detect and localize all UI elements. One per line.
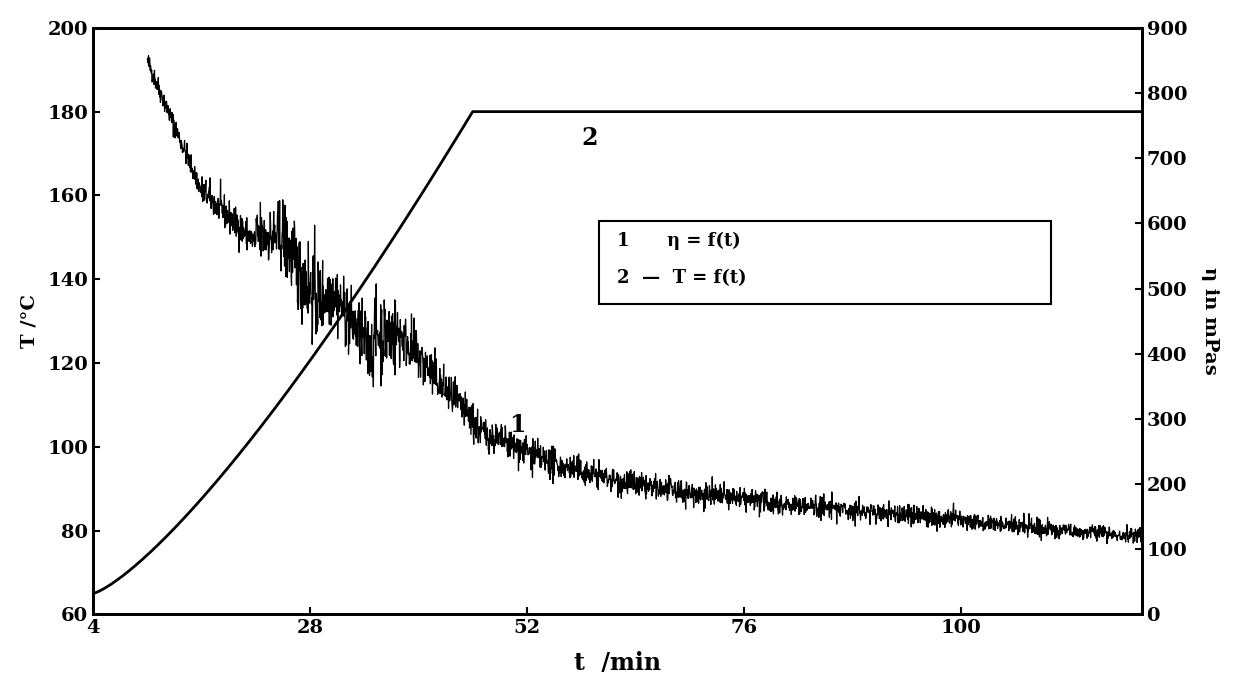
Y-axis label: T /°C: T /°C <box>21 294 38 348</box>
Text: 2: 2 <box>582 126 598 150</box>
Text: 1: 1 <box>508 413 526 437</box>
Text: 2  —  T = f(t): 2 — T = f(t) <box>618 269 746 287</box>
Y-axis label: η in mPas: η in mPas <box>1202 267 1219 375</box>
Bar <box>599 221 1052 304</box>
X-axis label: t  /min: t /min <box>574 651 661 675</box>
Text: 1      η = f(t): 1 η = f(t) <box>618 232 742 250</box>
